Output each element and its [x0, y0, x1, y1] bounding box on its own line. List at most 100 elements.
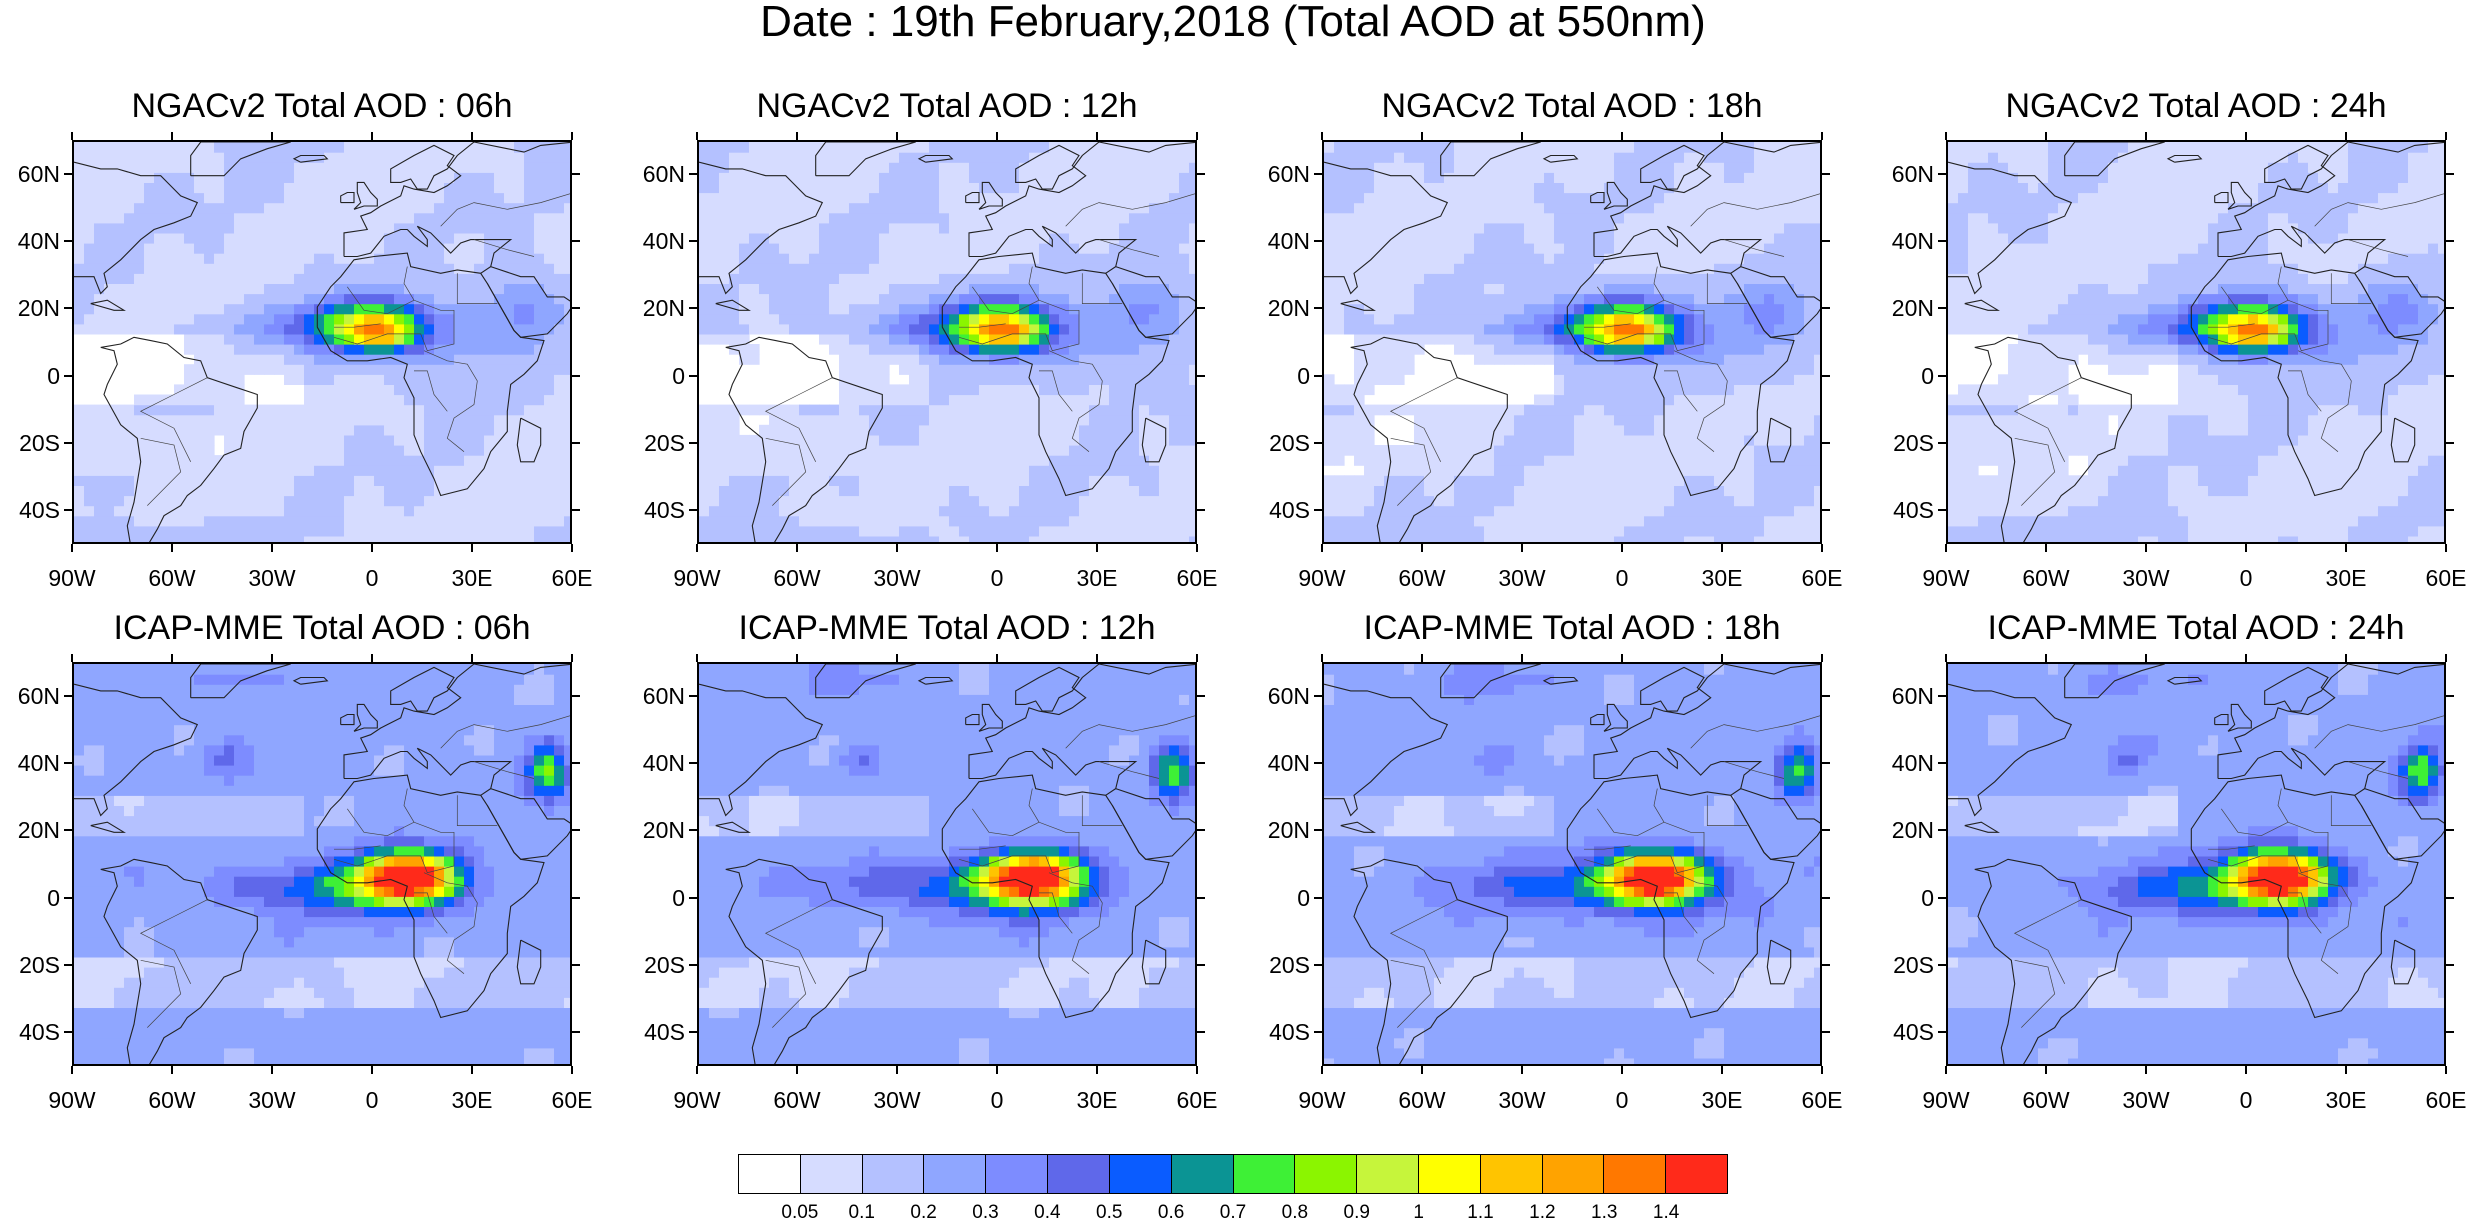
lon-tick: [371, 132, 373, 140]
aod-field: [1948, 142, 2446, 544]
aod-field: [74, 664, 572, 1066]
lon-tick: [271, 1066, 273, 1074]
lat-tick-label: 60N: [1878, 684, 1934, 708]
lon-tick: [1821, 544, 1823, 552]
lon-tick-label: 60W: [757, 1088, 837, 1112]
lon-tick-label: 60W: [1382, 1088, 1462, 1112]
lat-tick: [1314, 173, 1322, 175]
lon-tick: [1096, 1066, 1098, 1074]
colorbar-label: 0.2: [894, 1202, 954, 1224]
lat-tick: [1314, 897, 1322, 899]
lon-tick: [2145, 132, 2147, 140]
lon-tick: [996, 1066, 998, 1074]
lon-tick: [796, 132, 798, 140]
lat-tick: [64, 442, 72, 444]
lon-tick-label: 30W: [1482, 566, 1562, 590]
lat-tick-label: 40S: [1878, 498, 1934, 522]
lon-tick: [896, 132, 898, 140]
lat-tick: [689, 375, 697, 377]
lat-tick: [1938, 897, 1946, 899]
colorbar-bin: [801, 1155, 863, 1193]
lat-tick: [1938, 1031, 1946, 1033]
lon-tick: [1721, 544, 1723, 552]
lon-tick-label: 0: [2206, 1088, 2286, 1112]
colorbar-label: 0.05: [770, 1202, 830, 1224]
lat-tick: [2446, 1031, 2454, 1033]
lat-tick: [1197, 173, 1205, 175]
lat-tick: [64, 1031, 72, 1033]
lat-tick-label: 0: [4, 886, 60, 910]
lat-tick: [64, 964, 72, 966]
lat-tick: [2446, 442, 2454, 444]
lon-tick: [896, 544, 898, 552]
lon-tick: [1096, 654, 1098, 662]
lat-tick-label: 0: [1878, 364, 1934, 388]
lat-tick: [1197, 509, 1205, 511]
lat-tick: [1314, 964, 1322, 966]
panel-title: NGACv2 Total AOD : 12h: [667, 88, 1227, 124]
lon-tick-label: 60W: [2006, 1088, 2086, 1112]
lon-tick: [371, 1066, 373, 1074]
panel-title: ICAP-MME Total AOD : 18h: [1292, 610, 1852, 646]
lat-tick: [572, 240, 580, 242]
panel-title: NGACv2 Total AOD : 18h: [1292, 88, 1852, 124]
lat-tick-label: 20N: [629, 296, 685, 320]
lat-tick-label: 20N: [629, 818, 685, 842]
lon-tick-label: 90W: [1906, 1088, 1986, 1112]
lat-tick-label: 0: [1254, 364, 1310, 388]
lat-tick: [1197, 240, 1205, 242]
lat-tick: [1822, 240, 1830, 242]
lon-tick-label: 0: [2206, 566, 2286, 590]
lon-tick: [2245, 132, 2247, 140]
lat-tick: [1197, 897, 1205, 899]
lat-tick-label: 60N: [4, 684, 60, 708]
panel-title: ICAP-MME Total AOD : 24h: [1916, 610, 2466, 646]
lon-tick: [1945, 654, 1947, 662]
lat-tick: [689, 695, 697, 697]
lon-tick: [571, 654, 573, 662]
lat-tick: [64, 240, 72, 242]
lat-tick: [689, 509, 697, 511]
lat-tick-label: 20S: [1254, 431, 1310, 455]
lat-tick-label: 40S: [1878, 1020, 1934, 1044]
figure-title: Date : 19th February,2018 (Total AOD at …: [0, 0, 2466, 44]
lat-tick-label: 20N: [1878, 818, 1934, 842]
colorbar-bin: [1666, 1155, 1727, 1193]
lon-tick: [371, 544, 373, 552]
lon-tick: [796, 1066, 798, 1074]
lon-tick: [171, 1066, 173, 1074]
lat-tick-label: 40N: [4, 229, 60, 253]
colorbar-label: 0.6: [1141, 1202, 1201, 1224]
lat-tick: [572, 375, 580, 377]
lon-tick: [71, 1066, 73, 1074]
lat-tick: [1822, 375, 1830, 377]
lon-tick-label: 30W: [232, 566, 312, 590]
lon-tick: [71, 544, 73, 552]
lat-tick-label: 40S: [1254, 1020, 1310, 1044]
lat-tick: [1822, 762, 1830, 764]
lon-tick: [571, 1066, 573, 1074]
lon-tick: [1096, 132, 1098, 140]
colorbar-bin: [1604, 1155, 1666, 1193]
lat-tick: [64, 375, 72, 377]
lon-tick: [171, 654, 173, 662]
lat-tick-label: 40N: [629, 229, 685, 253]
aod-map-ngac-12h: [697, 140, 1197, 544]
lat-tick: [1197, 695, 1205, 697]
aod-field: [74, 142, 572, 544]
lon-tick: [996, 132, 998, 140]
lat-tick: [1822, 509, 1830, 511]
lat-tick: [64, 695, 72, 697]
colorbar-label: 1.2: [1512, 1202, 1572, 1224]
colorbar-bin: [1234, 1155, 1296, 1193]
lat-tick: [2446, 173, 2454, 175]
lat-tick: [1938, 695, 1946, 697]
colorbar-bin: [1110, 1155, 1172, 1193]
lat-tick-label: 20N: [1878, 296, 1934, 320]
lat-tick-label: 40N: [1878, 229, 1934, 253]
lat-tick-label: 0: [4, 364, 60, 388]
lon-tick-label: 60W: [132, 1088, 212, 1112]
lat-tick: [1822, 964, 1830, 966]
lat-tick: [1938, 829, 1946, 831]
lon-tick: [1621, 654, 1623, 662]
